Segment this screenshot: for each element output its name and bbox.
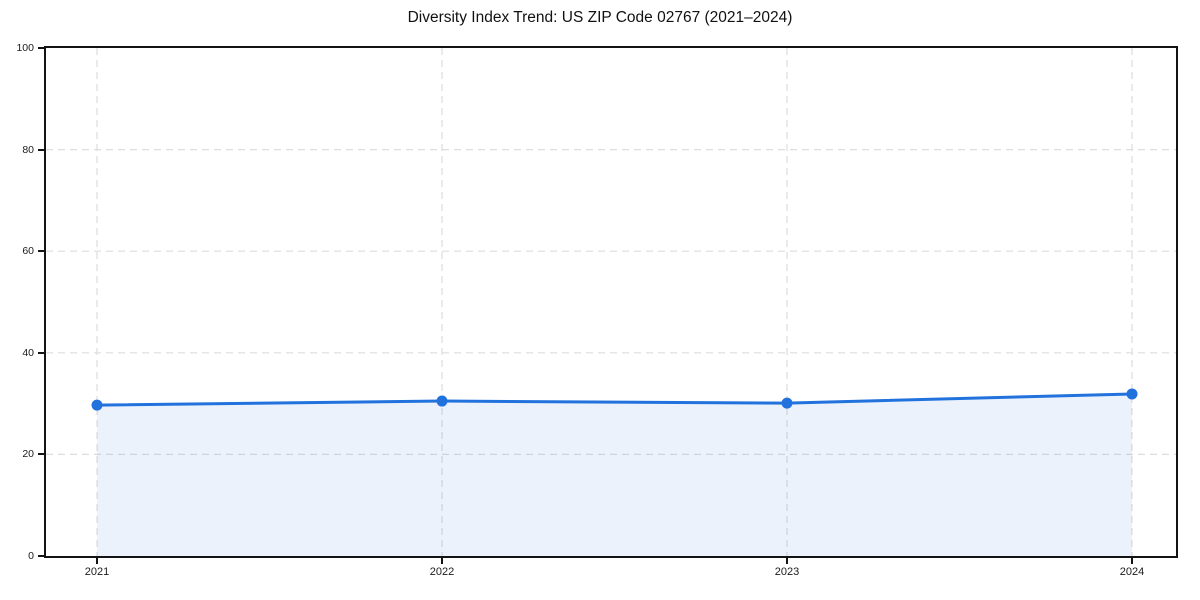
y-tick-mark bbox=[38, 453, 44, 456]
x-tick-mark bbox=[96, 558, 98, 564]
area-fill bbox=[97, 393, 1132, 556]
y-tick-label: 80 bbox=[22, 143, 34, 156]
x-tick-mark bbox=[786, 558, 788, 564]
x-tick-label: 2024 bbox=[1119, 566, 1145, 578]
chart-title: Diversity Index Trend: US ZIP Code 02767… bbox=[407, 9, 793, 26]
y-tick-label: 100 bbox=[16, 42, 34, 54]
x-tick-mark bbox=[441, 558, 443, 564]
data-point-marker bbox=[781, 397, 793, 409]
plot-area bbox=[44, 46, 1178, 558]
data-line bbox=[95, 392, 1134, 407]
x-tick-label: 2021 bbox=[84, 566, 110, 578]
y-tick-mark bbox=[38, 250, 44, 253]
data-point-marker bbox=[91, 399, 103, 411]
data-point-marker bbox=[436, 395, 448, 407]
line-chart-canvas bbox=[46, 48, 1176, 556]
y-tick-mark bbox=[38, 555, 44, 557]
x-tick-label: 2023 bbox=[774, 566, 800, 578]
y-tick-label: 20 bbox=[22, 448, 34, 461]
x-tick-mark bbox=[1131, 558, 1133, 564]
y-tick-label: 60 bbox=[22, 245, 34, 258]
y-tick-label: 40 bbox=[22, 346, 34, 359]
y-tick-mark bbox=[38, 148, 44, 151]
x-tick-label: 2022 bbox=[429, 566, 455, 578]
y-tick-label: 0 bbox=[28, 550, 34, 562]
y-tick-mark bbox=[38, 47, 44, 49]
data-point-marker bbox=[1126, 388, 1138, 400]
y-tick-mark bbox=[38, 351, 44, 354]
